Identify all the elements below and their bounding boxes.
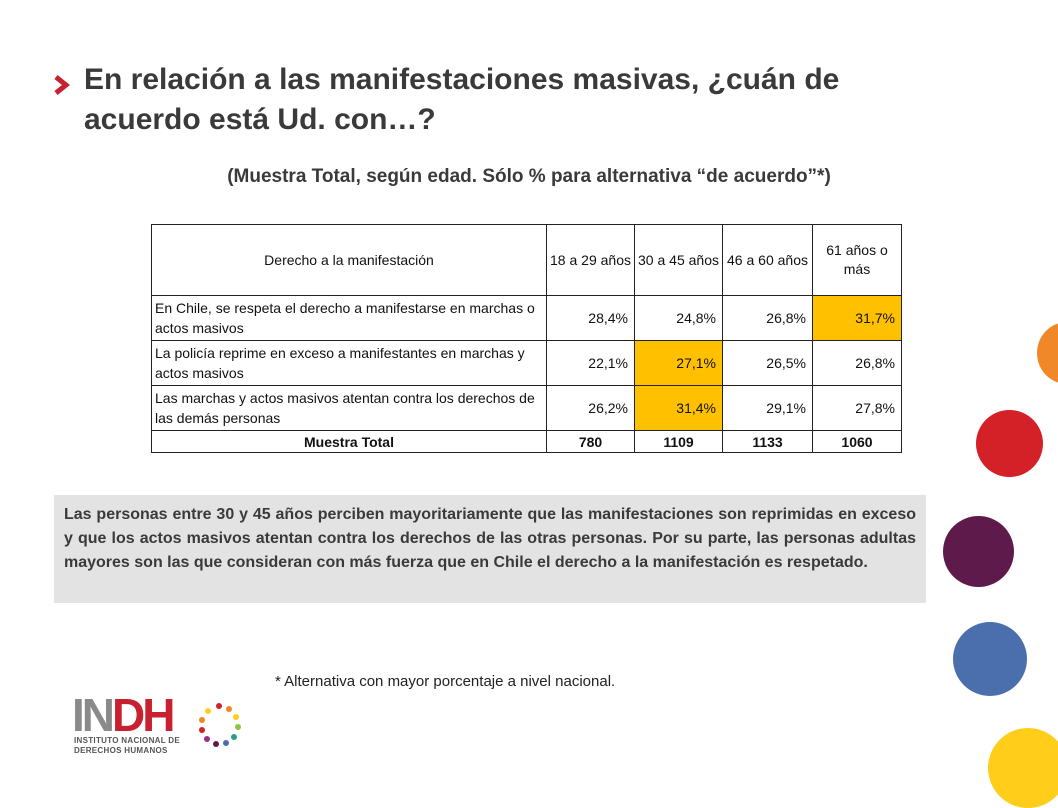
total-label: Muestra Total [151,430,547,453]
total-row: Muestra Total 780 1109 1133 1060 [151,430,902,453]
logo-text-dh: DH [112,689,175,741]
table-cell: 26,8% [812,340,902,386]
column-header-18-29: 18 a 29 años [546,224,635,296]
table-cell: 26,5% [722,340,813,386]
table-row: En Chile, se respeta el derecho a manife… [151,295,902,341]
logo-wordmark: INDH [72,689,175,741]
page-subtitle: (Muestra Total, según edad. Sólo % para … [227,166,831,187]
results-table: Derecho a la manifestación 18 a 29 años … [151,224,902,453]
row-label: Las marchas y actos masivos atentan cont… [151,385,547,431]
table-row: La policía reprime en exceso a manifesta… [151,340,902,386]
table-cell: 26,2% [546,385,635,431]
indh-logo: INDH INSTITUTO NACIONAL DE DERECHOS HUMA… [72,692,242,762]
table-cell: 24,8% [634,295,723,341]
table-cell: 31,7% [812,295,902,341]
table-cell: 29,1% [722,385,813,431]
red-circle-decoration [976,410,1043,477]
summary-box: Las personas entre 30 y 45 años perciben… [54,495,926,603]
logo-subtitle-line2: DERECHOS HUMANOS [74,746,168,755]
table-header-row: Derecho a la manifestación 18 a 29 años … [151,224,902,296]
column-header-label: Derecho a la manifestación [151,224,547,296]
column-header-30-45: 30 a 45 años [634,224,723,296]
table-cell: 31,4% [634,385,723,431]
total-cell: 780 [546,430,635,453]
table-cell: 27,8% [812,385,902,431]
page-title: En relación a las manifestaciones masiva… [84,63,840,136]
table-cell: 27,1% [634,340,723,386]
logo-subtitle-line1: INSTITUTO NACIONAL DE [74,736,181,745]
logo-text-in: IN [72,689,115,741]
chevron-right-icon [54,75,71,95]
logo-dots-ring-icon [199,703,241,747]
purple-circle-decoration [943,516,1014,587]
total-cell: 1133 [722,430,813,453]
row-label: La policía reprime en exceso a manifesta… [151,340,547,386]
orange-circle-decoration [1037,322,1058,384]
column-header-46-60: 46 a 60 años [722,224,813,296]
table-cell: 22,1% [546,340,635,386]
table-cell: 28,4% [546,295,635,341]
column-header-61-plus: 61 años o más [812,224,902,296]
row-label: En Chile, se respeta el derecho a manife… [151,295,547,341]
blue-circle-decoration [953,622,1027,696]
yellow-circle-decoration [988,728,1058,808]
table-cell: 26,8% [722,295,813,341]
total-cell: 1060 [812,430,902,453]
table-row: Las marchas y actos masivos atentan cont… [151,385,902,431]
total-cell: 1109 [634,430,723,453]
logo-subtitle: INSTITUTO NACIONAL DE DERECHOS HUMANOS [74,736,180,756]
footnote: * Alternativa con mayor porcentaje a niv… [275,673,616,690]
